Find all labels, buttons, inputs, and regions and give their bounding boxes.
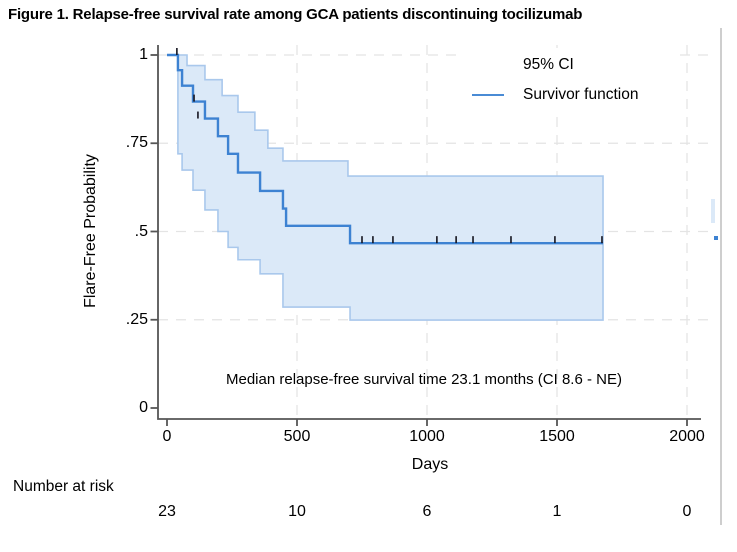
survivor-step-line <box>167 53 604 245</box>
number-at-risk-count: 1 <box>552 503 562 520</box>
cropped-band-remnant <box>711 199 715 223</box>
y-tick-label: 0 <box>139 399 148 416</box>
median-survival-annotation: Median relapse-free survival time 23.1 m… <box>226 371 622 388</box>
legend-label-ci: 95% CI <box>523 56 574 73</box>
x-axis-title: Days <box>411 456 449 473</box>
confidence-band <box>177 54 604 321</box>
legend: 95% CI Survivor function <box>458 48 676 112</box>
y-tick-label: .5 <box>134 222 148 240</box>
x-tick-label: 2000 <box>669 428 705 445</box>
cropped-line-remnant <box>714 236 718 240</box>
ci-band-swatch <box>472 55 504 76</box>
survivor-line-swatch <box>472 94 504 96</box>
x-tick-label: 1000 <box>409 428 445 445</box>
number-at-risk-count: 0 <box>682 503 692 520</box>
number-at-risk-label: Number at risk <box>13 478 114 495</box>
number-at-risk-count: 23 <box>158 503 176 520</box>
y-tick-label: .75 <box>125 134 148 152</box>
axis-lines <box>157 45 701 420</box>
number-at-risk-count: 10 <box>288 503 306 520</box>
x-tick-label: 1500 <box>539 428 575 445</box>
legend-label-survivor: Survivor function <box>523 86 639 103</box>
number-at-risk-count: 6 <box>422 503 432 520</box>
figure-title: Figure 1. Relapse-free survival rate amo… <box>8 6 583 23</box>
x-tick-label: 0 <box>162 428 172 445</box>
y-tick-label: .25 <box>125 310 148 328</box>
legend-entry-ci: 95% CI <box>472 54 574 76</box>
legend-entry-survivor: Survivor function <box>472 84 638 106</box>
x-tick-label: 500 <box>283 428 311 445</box>
y-tick-label: 1 <box>139 46 148 63</box>
